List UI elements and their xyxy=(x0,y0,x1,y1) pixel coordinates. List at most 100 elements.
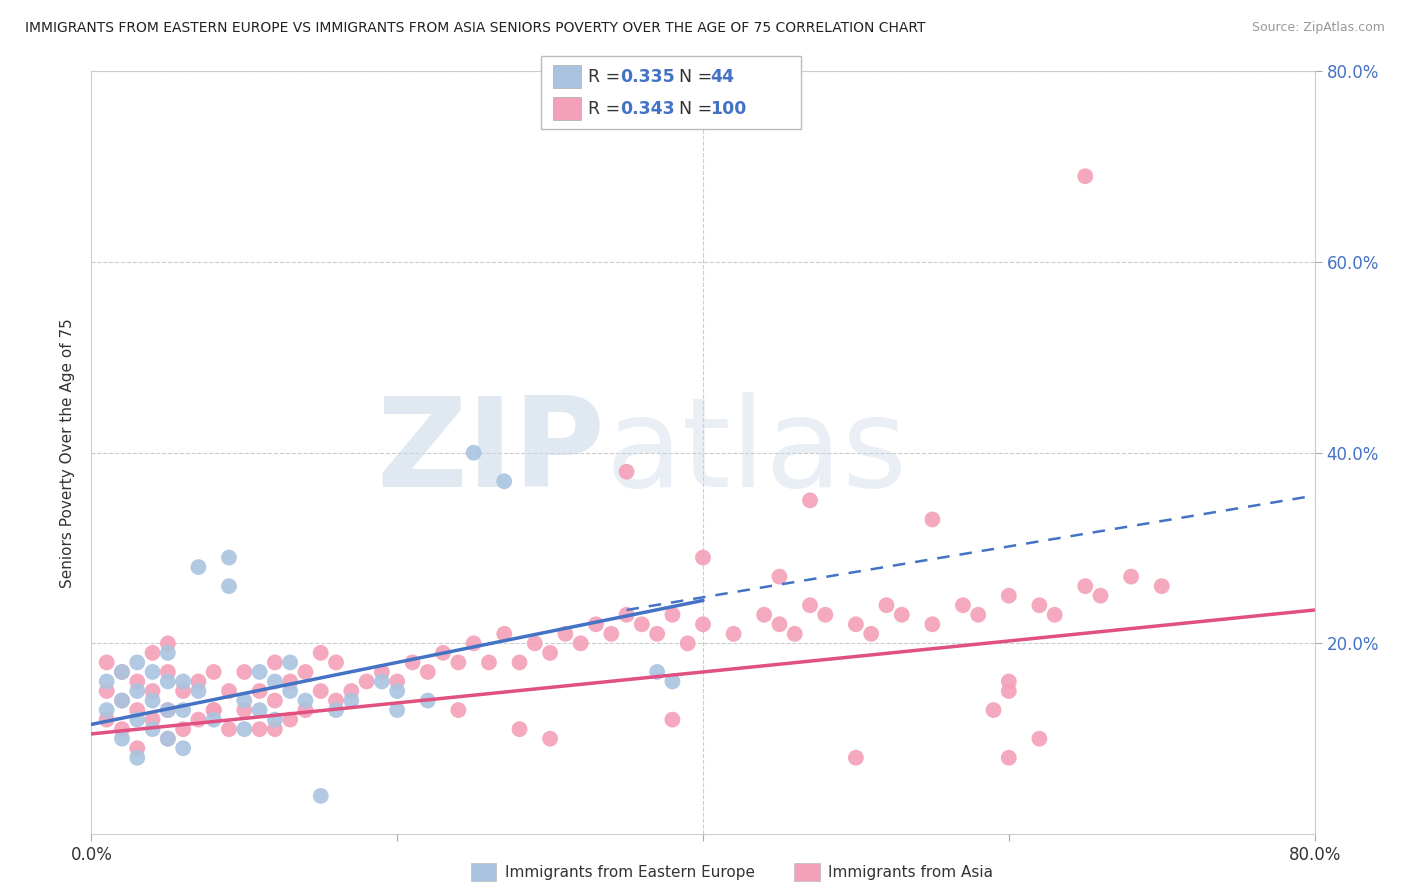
Point xyxy=(233,693,256,707)
Point xyxy=(645,665,668,679)
Text: 0.335: 0.335 xyxy=(620,68,675,86)
Text: atlas: atlas xyxy=(605,392,907,513)
Point xyxy=(278,674,301,689)
Point xyxy=(569,636,592,650)
Point xyxy=(585,617,607,632)
Point xyxy=(799,493,821,508)
Point xyxy=(921,512,943,526)
Point xyxy=(371,674,394,689)
Point xyxy=(845,617,868,632)
Point xyxy=(233,722,256,736)
Point xyxy=(218,722,240,736)
Point xyxy=(202,703,225,717)
Point xyxy=(233,703,256,717)
Point xyxy=(768,569,790,583)
Point xyxy=(385,684,409,698)
Point xyxy=(202,665,225,679)
Point xyxy=(96,713,118,727)
Point xyxy=(172,684,194,698)
Point xyxy=(156,665,179,679)
Text: N =: N = xyxy=(679,68,718,86)
Point xyxy=(264,693,287,707)
Point xyxy=(111,722,134,736)
Point xyxy=(600,627,623,641)
Point xyxy=(447,656,470,670)
Point xyxy=(264,656,287,670)
Point xyxy=(111,665,134,679)
Point xyxy=(538,646,561,660)
Point xyxy=(264,722,287,736)
Point xyxy=(799,598,821,612)
Point xyxy=(141,684,163,698)
Point xyxy=(202,703,225,717)
Point xyxy=(645,627,668,641)
Point xyxy=(1074,579,1097,593)
Point xyxy=(1150,579,1173,593)
Point xyxy=(141,693,163,707)
Point xyxy=(264,674,287,689)
Point xyxy=(401,656,423,670)
Point xyxy=(249,665,271,679)
Point xyxy=(264,713,287,727)
Point xyxy=(983,703,1005,717)
Point xyxy=(141,665,163,679)
Point xyxy=(111,693,134,707)
Point xyxy=(875,598,898,612)
Point xyxy=(309,646,332,660)
Point xyxy=(692,617,714,632)
Point xyxy=(111,731,134,746)
Point xyxy=(172,674,194,689)
Point xyxy=(523,636,546,650)
Point xyxy=(294,703,316,717)
Point xyxy=(96,656,118,670)
Point xyxy=(127,674,149,689)
Point xyxy=(111,693,134,707)
Point xyxy=(494,475,516,489)
Point xyxy=(156,731,179,746)
Point xyxy=(1043,607,1066,622)
Point xyxy=(96,703,118,717)
Point xyxy=(1074,169,1097,184)
Point xyxy=(156,636,179,650)
Point xyxy=(447,703,470,717)
Y-axis label: Seniors Poverty Over the Age of 75: Seniors Poverty Over the Age of 75 xyxy=(60,318,76,588)
Point xyxy=(249,722,271,736)
Point xyxy=(127,703,149,717)
Point xyxy=(127,713,149,727)
Point xyxy=(952,598,974,612)
Text: 44: 44 xyxy=(710,68,734,86)
Point xyxy=(921,617,943,632)
Point xyxy=(768,617,790,632)
Point xyxy=(156,703,179,717)
Point xyxy=(616,607,638,622)
Point xyxy=(890,607,912,622)
Point xyxy=(325,703,347,717)
Text: 100: 100 xyxy=(710,100,747,118)
Text: N =: N = xyxy=(679,100,718,118)
Point xyxy=(554,627,576,641)
Point xyxy=(1028,598,1050,612)
Point xyxy=(385,703,409,717)
Point xyxy=(187,560,209,574)
Point xyxy=(141,713,163,727)
Point xyxy=(692,550,714,565)
Point xyxy=(233,665,256,679)
Point xyxy=(998,674,1021,689)
Point xyxy=(463,445,485,460)
Point xyxy=(538,731,561,746)
Point xyxy=(463,636,485,650)
Point xyxy=(616,465,638,479)
Point xyxy=(309,684,332,698)
Point xyxy=(249,703,271,717)
Point xyxy=(187,713,209,727)
Point xyxy=(661,713,683,727)
Point xyxy=(340,693,363,707)
Point xyxy=(278,656,301,670)
Point xyxy=(814,607,837,622)
Point xyxy=(127,741,149,756)
Point xyxy=(111,665,134,679)
Point xyxy=(998,750,1021,764)
Point xyxy=(509,656,531,670)
Point xyxy=(385,674,409,689)
Point xyxy=(494,627,516,641)
